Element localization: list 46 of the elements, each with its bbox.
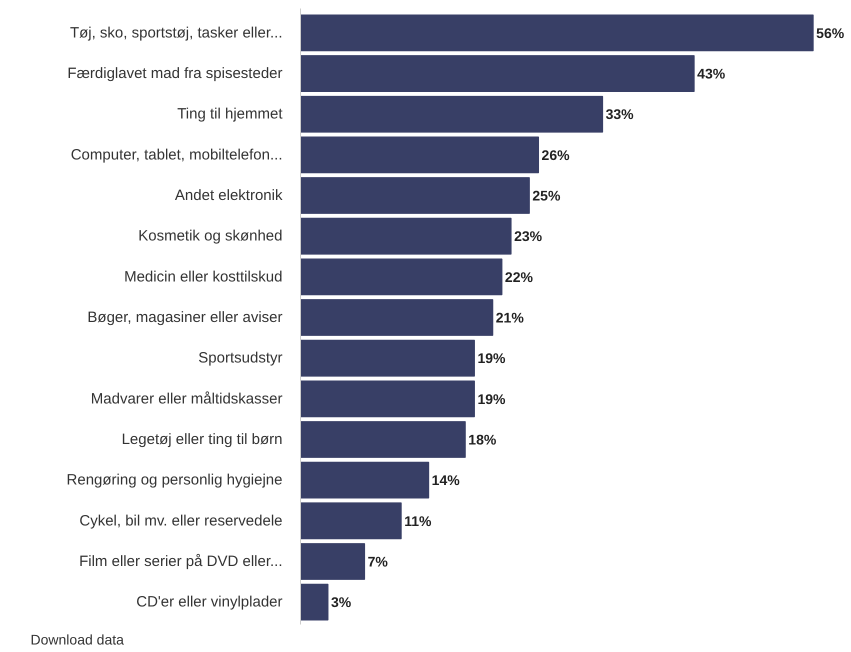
bar <box>300 584 328 621</box>
bar <box>300 258 502 296</box>
y-tick-label: Tøj, sko, sportstøj, tasker eller... <box>70 24 283 42</box>
y-tick-label: Cykel, bil mv. eller reservedele <box>79 512 282 530</box>
data-label: 18% <box>468 431 497 448</box>
text: Download data <box>30 632 124 648</box>
data-label: 19% <box>477 390 506 407</box>
bar <box>300 96 604 133</box>
data-label: 14% <box>432 472 460 488</box>
data-label: 19% <box>477 350 506 366</box>
bar <box>300 543 366 580</box>
bar <box>300 55 695 92</box>
y-tick-label: Ting til hjemmet <box>177 106 284 123</box>
y-tick-label: CD'er eller vinylplader <box>136 594 283 611</box>
bar <box>300 299 494 336</box>
y-tick-label: Medicin eller kosttilskud <box>124 268 283 286</box>
y-tick-label: Bøger, magasiner eller aviser <box>87 309 283 326</box>
y-tick-label: Sportsudstyr <box>198 350 283 367</box>
data-label: 25% <box>532 188 561 204</box>
bar <box>300 14 814 52</box>
bar <box>300 380 475 418</box>
y-tick-label: Rengøring og personlig hygiejne <box>66 472 283 489</box>
data-label: 43% <box>697 66 726 82</box>
data-label: 22% <box>504 268 534 285</box>
data-label: 7% <box>368 553 388 570</box>
y-tick-label: Film eller serier på DVD eller... <box>79 552 283 570</box>
y-tick-label: Madvarer eller måltidskasser <box>90 390 283 408</box>
data-label: 26% <box>542 146 570 163</box>
y-tick-label: Færdiglavet mad fra spisesteder <box>67 65 283 82</box>
bar <box>300 218 512 255</box>
y-tick-label: Computer, tablet, mobiltelefon... <box>70 146 282 164</box>
y-tick-label: Kosmetik og skønhed <box>138 228 283 245</box>
bar <box>300 177 530 214</box>
y-tick-label: Legetøj eller ting til børn <box>122 430 282 448</box>
data-label: 11% <box>404 512 432 529</box>
data-label: 56% <box>816 24 845 41</box>
data-label: 33% <box>606 106 634 122</box>
bar <box>300 462 430 499</box>
bar <box>300 502 402 540</box>
y-tick-label: Andet elektronik <box>174 187 283 204</box>
bar <box>300 136 540 174</box>
data-label: 23% <box>514 228 543 244</box>
data-label: 21% <box>496 310 524 326</box>
data-label: 3% <box>330 594 352 610</box>
bar <box>300 340 475 377</box>
bar <box>300 421 466 458</box>
